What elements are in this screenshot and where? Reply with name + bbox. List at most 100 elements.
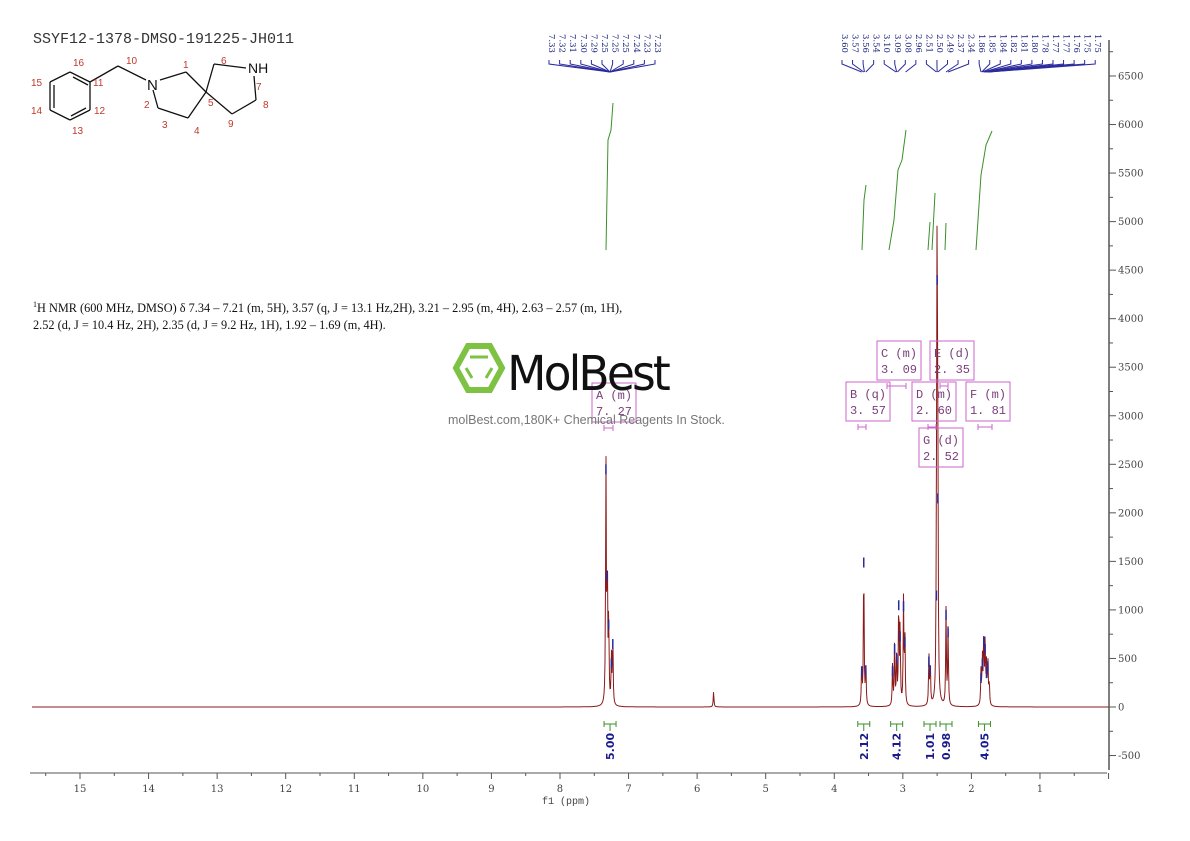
multiplet-boxes: A (m) 7. 27 B (q) 3. 57 C (m) 3. 09 D (m) 2. 60…: [591, 340, 1011, 468]
peak-shift-label: 3.09: [892, 34, 902, 53]
peak-shift-label: 1.80: [1029, 34, 1039, 53]
peak-shift-label: 3.54: [871, 34, 881, 53]
svg-text:3. 09: 3. 09: [881, 363, 917, 377]
x-tick-label: 2: [968, 784, 974, 795]
svg-text:2. 35: 2. 35: [934, 363, 970, 377]
svg-text:D (m): D (m): [916, 388, 952, 402]
svg-text:2. 52: 2. 52: [923, 450, 959, 464]
svg-text:B (q): B (q): [850, 388, 886, 402]
svg-text:2. 60: 2. 60: [916, 404, 952, 418]
multiplet-box-E: E (d) 2. 35: [929, 340, 975, 389]
svg-text:12: 12: [94, 106, 106, 117]
y-tick-label: 3500: [1118, 363, 1143, 374]
svg-text:4: 4: [194, 126, 200, 137]
y-tick-label: 2500: [1118, 460, 1143, 471]
svg-text:C (m): C (m): [881, 347, 917, 361]
peak-shift-label: 3.57: [850, 34, 860, 53]
svg-text:7. 27: 7. 27: [596, 405, 632, 419]
svg-text:4.12: 4.12: [891, 733, 904, 760]
svg-text:1: 1: [183, 60, 189, 71]
peak-shift-label: 2.34: [966, 34, 976, 53]
peak-shift-label: 1.77: [1050, 34, 1060, 53]
svg-text:13: 13: [72, 126, 84, 137]
y-tick-label: 500: [1118, 654, 1137, 665]
y-tick-label: 3000: [1118, 411, 1143, 422]
peak-shift-label: 7.33: [546, 34, 556, 53]
y-tick-label: 6500: [1118, 71, 1143, 82]
y-tick-label: 6000: [1118, 120, 1143, 131]
integral-curves: [605, 102, 993, 251]
x-tick-label: 1: [1037, 784, 1043, 795]
peak-labels: 7.33 7.32 7.31 7.30 7.29 7.25 7.25 7.25 7.24 7.23…: [546, 34, 1102, 73]
peak-shift-label: 2.51: [923, 34, 933, 53]
spectrum-title: SSYF12-1378-DMSO-191225-JH011: [33, 31, 295, 48]
integral-value: 4.05: [977, 721, 991, 760]
svg-text:6: 6: [221, 56, 227, 67]
integral-value: 4.12: [890, 721, 904, 760]
peak-shift-label: 1.81: [1018, 34, 1028, 53]
peak-shift-label: 1.76: [1071, 34, 1081, 53]
peak-shift-label: 1.84: [997, 34, 1007, 53]
multiplet-box-F: F (m) 1. 81: [965, 381, 1011, 430]
svg-text:1.01: 1.01: [924, 733, 937, 760]
x-tick-label: 6: [694, 784, 700, 795]
x-tick-label: 10: [416, 784, 429, 795]
x-tick-label: 11: [348, 784, 361, 795]
peak-shift-label: 7.31: [567, 34, 577, 53]
peak-shift-label: 7.25: [620, 34, 630, 53]
x-tick-label: 7: [625, 784, 631, 795]
peak-shift-label: 2.50: [934, 34, 944, 53]
peak-shift-label: 7.25: [599, 34, 609, 53]
integral-value: 5.00: [603, 721, 617, 760]
x-tick-label: 8: [557, 784, 563, 795]
y-tick-label: -500: [1118, 751, 1140, 762]
svg-text:16: 16: [73, 58, 85, 69]
y-tick-label: 5000: [1118, 217, 1143, 228]
svg-text:8: 8: [263, 100, 269, 111]
x-axis: 15 14 13 12 11 10 9 8 7 6 5 4 3 2 1: [30, 772, 1110, 795]
svg-text:11: 11: [93, 78, 104, 89]
peak-shift-label: 1.75: [1082, 34, 1092, 53]
svg-text:G (d): G (d): [923, 434, 959, 448]
multiplet-box-D: D (m) 2. 60: [911, 381, 957, 430]
y-tick-label: 4500: [1118, 266, 1143, 277]
svg-text:14: 14: [31, 106, 43, 117]
y-tick-label: 5500: [1118, 169, 1143, 180]
svg-text:3. 57: 3. 57: [850, 404, 886, 418]
nmr-description: 1H NMR (600 MHz, DMSO) δ 7.34 – 7.21 (m,…: [33, 300, 623, 333]
y-tick-label: 4000: [1118, 314, 1143, 325]
peak-shift-label: 7.29: [588, 34, 598, 53]
nitrogen-atom: N: [147, 77, 158, 94]
x-axis-label: f1 (ppm): [542, 796, 590, 808]
svg-text:3: 3: [162, 120, 168, 131]
nh-group: NH: [248, 60, 268, 76]
x-tick-label: 5: [763, 784, 769, 795]
peak-shift-label: 3.56: [860, 34, 870, 53]
multiplet-box-A: A (m) 7. 27: [591, 382, 637, 431]
svg-text:A (m): A (m): [596, 389, 632, 403]
peak-shift-label: 2.37: [955, 34, 965, 53]
multiplet-box-G: G (d) 2. 52: [918, 427, 964, 468]
peak-shift-label: 3.08: [902, 34, 912, 53]
peak-shift-label: 7.23: [641, 34, 651, 53]
molecule-structure: N NH 1 2 3 4 5 6 7 8 9 10 11 12 13 14 15…: [31, 56, 269, 137]
integral-value: 0.98: [939, 721, 953, 760]
svg-text:15: 15: [31, 78, 43, 89]
peak-shift-label: 1.85: [987, 34, 997, 53]
svg-text:2.12: 2.12: [858, 733, 871, 760]
x-tick-label: 4: [831, 784, 837, 795]
x-tick-label: 14: [142, 784, 155, 795]
x-tick-label: 15: [74, 784, 87, 795]
peak-shift-label: 3.60: [839, 34, 849, 53]
svg-text:10: 10: [126, 56, 138, 67]
svg-text:0.98: 0.98: [940, 733, 953, 760]
atom-numbers: 1 2 3 4 5 6 7 8 9 10 11 12 13 14 15 16: [31, 56, 269, 137]
peak-shift-label: 7.23: [652, 34, 662, 53]
svg-text:1. 81: 1. 81: [970, 404, 1006, 418]
peak-shift-label: 3.10: [881, 34, 891, 53]
peak-shift-label: 7.32: [557, 34, 567, 53]
watermark-tagline: molBest.com,180K+ Chemical Reagents In S…: [448, 413, 725, 427]
molbest-logo-icon: [452, 343, 506, 393]
multiplet-box-C: C (m) 3. 09: [876, 340, 922, 389]
